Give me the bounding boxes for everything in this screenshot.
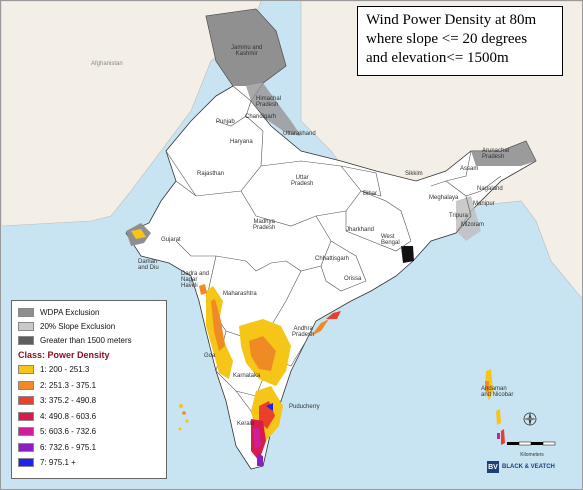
scale-bar-graphic (507, 441, 556, 446)
label-jharkhand: Jharkhand (346, 227, 375, 233)
scale-bar: Kilometers (507, 434, 557, 458)
legend-label: WDPA Exclusion (40, 307, 100, 317)
label-maharashtra: Maharashtra (223, 291, 257, 297)
himalaya-elevation-north (206, 9, 286, 86)
map-title-box: Wind Power Density at 80m where slope <=… (357, 6, 563, 76)
label-madhya-pradesh: Madhya Pradesh (253, 219, 276, 231)
islands (178, 369, 505, 445)
legend-swatch (18, 411, 34, 421)
legend-label: Greater than 1500 meters (40, 335, 132, 345)
label-goa: Goa (204, 353, 216, 359)
legend-class-5: 5: 603.6 - 732.6 (18, 424, 160, 440)
legend-class-1: 1: 200 - 251.3 (18, 362, 160, 378)
label-uttar-pradesh: Uttar Pradesh (291, 175, 314, 187)
label-chandigarh: Chandigarh (245, 114, 277, 120)
label-nagaland: Nagaland (477, 186, 503, 192)
scale-unit: Kilometers (520, 452, 544, 458)
legend-class-7: 7: 975.1 + (18, 455, 160, 471)
label-mizoram: Mizoram (461, 222, 485, 228)
label-dadra-nagar-haveli: Dadra and Nagar Haveli (181, 271, 210, 289)
label-punjab: Punjab (216, 119, 235, 125)
label-karnataka: Karnataka (233, 373, 261, 379)
legend-label: 1: 200 - 251.3 (40, 365, 90, 375)
label-meghalaya: Meghalaya (429, 195, 459, 201)
label-andaman-nicobar: Andaman and Nicobar (481, 386, 514, 398)
label-sikkim: Sikkim (405, 171, 423, 177)
legend-label: 2: 251.3 - 375.1 (40, 380, 97, 390)
legend-swatch (18, 442, 34, 452)
legend-label: 4: 490.8 - 603.6 (40, 411, 97, 421)
legend-swatch (18, 396, 34, 406)
legend-label: 5: 603.6 - 732.6 (40, 427, 97, 437)
label-rajasthan: Rajasthan (197, 171, 225, 177)
label-himachal-pradesh: Himachal Pradesh (256, 96, 282, 108)
logo-mark-icon: BV (487, 461, 499, 473)
label-bihar: Bihar (363, 191, 378, 197)
label-haryana: Haryana (230, 139, 253, 145)
title-line-1: Wind Power Density at 80m (366, 12, 537, 28)
black-veatch-logo: BV BLACK & VEATCH (487, 461, 555, 473)
legend-swatch (18, 458, 34, 468)
legend-class-3: 3: 375.2 - 490.8 (18, 393, 160, 409)
label-chhattisgarh: Chhattisgarh (315, 256, 350, 262)
legend-exclusion-slope: 20% Slope Exclusion (18, 319, 160, 333)
north-arrow-icon (523, 412, 537, 426)
legend-exclusion-elevation: Greater than 1500 meters (18, 333, 160, 347)
label-arunachal-pradesh: Arunachal Pradesh (482, 148, 510, 160)
label-west-bengal: West Bengal (381, 234, 400, 246)
legend: WDPA Exclusion 20% Slope Exclusion Great… (11, 300, 167, 479)
legend-swatch (18, 380, 34, 390)
title-line-3: and elevation<= 1500m (366, 50, 509, 66)
label-uttarakhand: Uttarakhand (283, 131, 316, 137)
label-daman-diu: Daman and Diu (138, 259, 159, 271)
label-orissa: Orissa (344, 276, 362, 282)
legend-label: 7: 975.1 + (40, 458, 76, 468)
legend-swatch (18, 307, 34, 317)
legend-class-2: 2: 251.3 - 375.1 (18, 378, 160, 394)
label-tripura: Tripura (449, 213, 468, 219)
legend-label: 20% Slope Exclusion (40, 321, 116, 331)
label-manipur: Manipur (473, 201, 495, 207)
label-gujarat: Gujarat (161, 237, 181, 243)
legend-swatch (18, 335, 34, 345)
legend-swatch (18, 365, 34, 375)
title-line-2: where slope <= 20 degrees (366, 31, 528, 47)
legend-label: 6: 732.6 - 975.1 (40, 442, 97, 452)
himalaya-elevation-east (471, 141, 536, 166)
legend-exclusion-wdpa: WDPA Exclusion (18, 305, 160, 319)
label-assam: Assam (460, 166, 479, 172)
label-afghanistan: Afghanistan (91, 61, 123, 67)
wind-resource-layer (131, 229, 341, 466)
legend-class-4: 4: 490.8 - 603.6 (18, 409, 160, 425)
label-kerala: Kerala (237, 421, 255, 427)
label-andhra-pradesh: Andhra Pradesh (292, 326, 315, 338)
label-jammu-kashmir: Jammu and Kashmir (231, 45, 263, 57)
label-puducherry: Puducherry (289, 404, 320, 410)
sundarbans-exclusion (401, 246, 414, 263)
logo-name: BLACK & VEATCH (502, 464, 555, 470)
legend-class-6: 6: 732.6 - 975.1 (18, 440, 160, 456)
legend-swatch (18, 321, 34, 331)
himalaya-elevation-central (246, 83, 301, 136)
legend-label: 3: 375.2 - 490.8 (40, 396, 97, 406)
legend-swatch (18, 427, 34, 437)
legend-class-heading: Class: Power Density (18, 350, 110, 360)
